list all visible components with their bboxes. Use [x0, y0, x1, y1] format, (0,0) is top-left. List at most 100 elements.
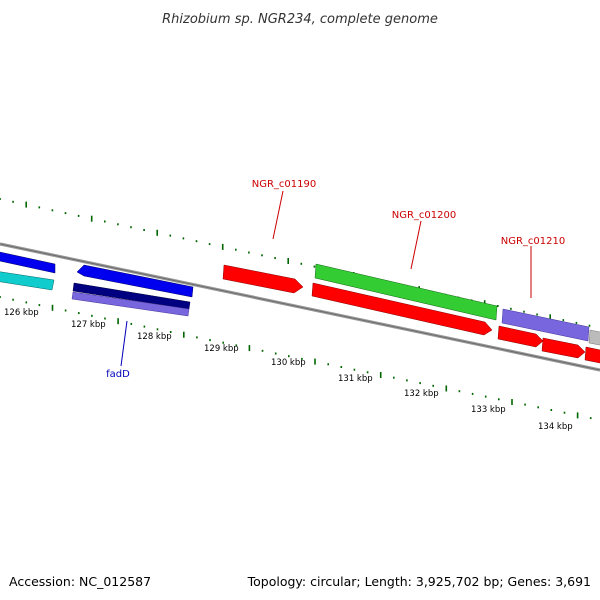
- upper-tick-mark: [235, 248, 237, 251]
- upper-tick-mark: [248, 251, 250, 254]
- upper-tick-mark: [497, 305, 499, 307]
- upper-tick-mark: [221, 243, 224, 250]
- scale-label: 127 kbp: [71, 320, 106, 330]
- accession-text: Accession: NC_012587: [9, 574, 151, 589]
- lower-tick-mark: [64, 309, 67, 312]
- label-fadD: fadD: [106, 369, 130, 380]
- lower-tick-mark: [130, 322, 133, 325]
- label-ngr-c01210: NGR_c01210: [501, 236, 566, 247]
- upper-tick-mark: [51, 209, 54, 212]
- lower-tick-mark: [393, 376, 395, 379]
- lower-tick-mark: [537, 406, 539, 409]
- lower-tick-mark: [261, 349, 264, 352]
- lower-tick-mark: [196, 336, 198, 339]
- upper-tick-mark: [64, 212, 67, 215]
- gene-arrow-red-small-1: [497, 325, 544, 348]
- gene-arrow-slate: [71, 291, 190, 317]
- map-title: Rhizobium sp. NGR234, complete genome: [162, 12, 438, 27]
- upper-tick-mark: [588, 324, 591, 327]
- lower-tick-mark: [274, 352, 277, 355]
- lower-tick-mark: [248, 345, 251, 352]
- lower-tick-mark: [235, 344, 238, 347]
- upper-tick-mark: [182, 237, 185, 240]
- lower-tick-mark: [576, 412, 579, 419]
- lower-tick-mark: [91, 314, 93, 317]
- upper-tick-mark: [208, 243, 211, 246]
- lower-tick-mark: [458, 390, 461, 393]
- leader-line-fadD: [120, 320, 128, 367]
- upper-tick-mark: [130, 226, 132, 229]
- upper-tick-mark: [313, 265, 316, 268]
- lower-tick-mark: [511, 399, 513, 405]
- upper-tick-mark: [562, 319, 565, 322]
- upper-tick-mark: [25, 201, 27, 208]
- gene-features: [0, 251, 600, 364]
- lower-tick-track: [0, 296, 592, 420]
- lower-tick-mark: [589, 417, 592, 420]
- lower-tick-mark: [498, 398, 500, 401]
- leader-line-ngr-c01200: [410, 220, 422, 270]
- lower-tick-mark: [0, 296, 1, 298]
- gene-arrow-gray: [588, 329, 600, 346]
- lower-tick-mark: [143, 325, 146, 328]
- scale-label: 126 kbp: [4, 308, 39, 318]
- upper-tick-mark: [12, 200, 14, 203]
- lower-tick-mark: [38, 304, 41, 307]
- lower-tick-mark: [156, 328, 159, 331]
- lower-tick-mark: [366, 371, 369, 374]
- label-ngr-c01190: NGR_c01190: [252, 179, 317, 190]
- gene-arrow-cyan: [0, 271, 55, 291]
- lower-tick-mark: [471, 392, 474, 395]
- lower-tick-mark: [209, 339, 211, 342]
- lower-tick-mark: [314, 358, 316, 365]
- upper-tick-mark: [261, 254, 263, 257]
- lower-tick-mark: [117, 318, 119, 325]
- lower-tick-mark: [484, 395, 487, 398]
- scale-label: 134 kbp: [538, 422, 573, 432]
- scale-label: 131 kbp: [338, 374, 373, 384]
- scale-label: 128 kbp: [137, 332, 172, 342]
- upper-tick-mark: [156, 229, 158, 236]
- label-ngr-c01200: NGR_c01200: [392, 210, 457, 221]
- scale-label: 129 kbp: [204, 344, 239, 354]
- upper-tick-mark: [77, 214, 80, 217]
- upper-tick-mark: [0, 198, 1, 200]
- genome-summary-text: Topology: circular; Length: 3,925,702 bp…: [247, 574, 591, 589]
- lower-tick-mark: [301, 357, 303, 360]
- lower-tick-mark: [550, 409, 553, 411]
- lower-tick-mark: [353, 368, 356, 371]
- lower-tick-mark: [183, 331, 185, 338]
- gene-arrow-blue-reverse: [76, 264, 194, 298]
- upper-tick-mark: [575, 321, 578, 324]
- upper-tick-mark: [104, 220, 106, 223]
- upper-tick-mark: [38, 206, 41, 209]
- lower-tick-mark: [25, 301, 28, 304]
- gene-arrow-red-long: [311, 282, 493, 336]
- lower-tick-mark: [379, 372, 382, 378]
- genome-backbone: [0, 242, 600, 372]
- lower-tick-mark: [563, 411, 566, 414]
- gene-labels: NGR_c01190 NGR_c01200 NGR_c01210 fadD: [106, 179, 565, 380]
- lower-tick-mark: [419, 382, 421, 385]
- upper-tick-mark: [300, 262, 303, 265]
- lower-tick-mark: [222, 341, 224, 344]
- upper-tick-mark: [549, 314, 551, 321]
- upper-tick-mark: [195, 240, 198, 243]
- upper-tick-mark: [274, 257, 276, 260]
- lower-tick-mark: [432, 384, 434, 387]
- upper-tick-mark: [143, 229, 145, 231]
- lower-tick-mark: [12, 298, 14, 301]
- gene-arrow-red-small-2: [541, 337, 586, 359]
- scale-label: 130 kbp: [271, 358, 306, 368]
- gene-arrow-ngr-c01190: [222, 264, 304, 294]
- gene-arrow-ngr-c01210: [501, 308, 590, 342]
- upper-tick-mark: [510, 307, 512, 310]
- lower-tick-mark: [327, 363, 329, 366]
- lower-tick-mark: [288, 355, 290, 358]
- lower-tick-mark: [78, 312, 80, 315]
- upper-tick-mark: [169, 234, 172, 237]
- lower-tick-mark: [524, 403, 526, 406]
- gene-arrow-blue-left: [0, 251, 56, 274]
- lower-tick-mark: [340, 366, 343, 368]
